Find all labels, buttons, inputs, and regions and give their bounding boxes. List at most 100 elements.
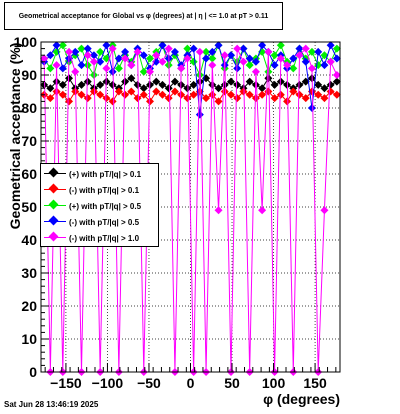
data-point <box>152 51 161 60</box>
data-point <box>208 61 217 70</box>
data-point <box>89 87 98 96</box>
data-point <box>295 44 304 53</box>
y-tick-label: 30 <box>21 265 37 281</box>
data-point <box>164 44 173 53</box>
data-point <box>46 64 55 73</box>
data-point <box>307 104 316 112</box>
data-point <box>220 80 229 89</box>
data-point <box>164 94 173 103</box>
data-point <box>326 41 335 50</box>
data-point <box>152 77 161 86</box>
data-point <box>283 97 292 106</box>
data-point <box>320 84 329 93</box>
legend-label: (-) with pT/|q| > 1.0 <box>69 233 140 243</box>
data-point <box>52 87 61 96</box>
data-point <box>270 61 279 70</box>
data-point <box>251 94 260 103</box>
data-point <box>77 61 86 70</box>
data-point <box>102 41 111 50</box>
data-point <box>108 97 117 106</box>
data-point <box>96 80 105 89</box>
data-point <box>289 87 298 96</box>
x-tick-label: 100 <box>262 375 286 391</box>
data-point <box>332 77 341 86</box>
data-point <box>164 84 173 93</box>
data-point <box>121 90 130 99</box>
data-point <box>177 90 186 99</box>
data-point <box>89 51 98 60</box>
data-point <box>283 61 292 70</box>
data-point <box>270 94 279 103</box>
x-tick-label: 150 <box>303 375 327 391</box>
data-point <box>158 57 167 66</box>
data-point <box>65 47 74 56</box>
data-point <box>270 51 279 60</box>
data-point <box>258 90 267 99</box>
x-tick-label: −100 <box>92 375 124 391</box>
data-point <box>89 57 98 66</box>
y-tick-label: 10 <box>21 331 37 347</box>
y-tick-label: 0 <box>29 364 37 380</box>
data-point <box>245 61 254 70</box>
data-point <box>307 64 316 73</box>
legend-label: (+) with pT/|q| > 0.5 <box>69 201 142 211</box>
data-point <box>195 77 204 86</box>
data-point <box>77 90 86 99</box>
data-point <box>58 90 67 99</box>
data-point <box>258 206 267 215</box>
data-point <box>121 54 130 63</box>
data-point <box>214 97 223 106</box>
data-point <box>239 57 248 66</box>
data-point <box>314 80 323 89</box>
data-point <box>295 51 304 60</box>
data-point <box>226 90 235 99</box>
data-point <box>251 57 260 66</box>
data-point <box>301 94 310 103</box>
data-point <box>183 44 192 53</box>
data-point <box>170 77 179 86</box>
data-point <box>233 94 242 103</box>
data-point <box>326 80 335 89</box>
data-point <box>320 61 329 70</box>
data-point <box>40 80 49 89</box>
data-point <box>133 47 142 56</box>
data-point <box>158 41 167 50</box>
data-point <box>114 64 123 73</box>
data-point <box>146 54 155 63</box>
data-point <box>170 87 179 96</box>
legend-marker <box>41 214 69 230</box>
data-point <box>83 44 92 53</box>
data-point <box>326 87 335 96</box>
data-point <box>58 64 67 73</box>
x-tick-label: −50 <box>137 375 161 391</box>
data-point <box>295 80 304 89</box>
data-point <box>251 67 260 76</box>
data-point <box>202 47 211 56</box>
data-point <box>332 90 341 99</box>
data-point <box>121 47 130 56</box>
data-point <box>189 44 198 53</box>
legend-marker <box>41 182 69 198</box>
data-point <box>114 87 123 96</box>
data-point <box>170 47 179 56</box>
data-point <box>114 54 123 63</box>
data-point <box>127 74 136 83</box>
data-point <box>139 84 148 93</box>
x-tick-label: 50 <box>224 375 240 391</box>
data-point <box>202 54 211 63</box>
data-point <box>208 47 217 56</box>
data-point <box>58 41 67 50</box>
data-point <box>139 90 148 99</box>
data-point <box>133 94 142 103</box>
data-point <box>139 51 148 60</box>
legend-label: (-) with pT/|q| > 0.5 <box>69 217 140 227</box>
legend-marker <box>41 230 69 246</box>
data-point <box>77 80 86 89</box>
data-series <box>40 41 341 376</box>
y-tick-label: 20 <box>21 298 37 314</box>
data-point <box>326 57 335 66</box>
data-point <box>276 90 285 99</box>
data-point <box>83 94 92 103</box>
y-tick-label: 80 <box>21 100 37 116</box>
data-point <box>158 80 167 89</box>
